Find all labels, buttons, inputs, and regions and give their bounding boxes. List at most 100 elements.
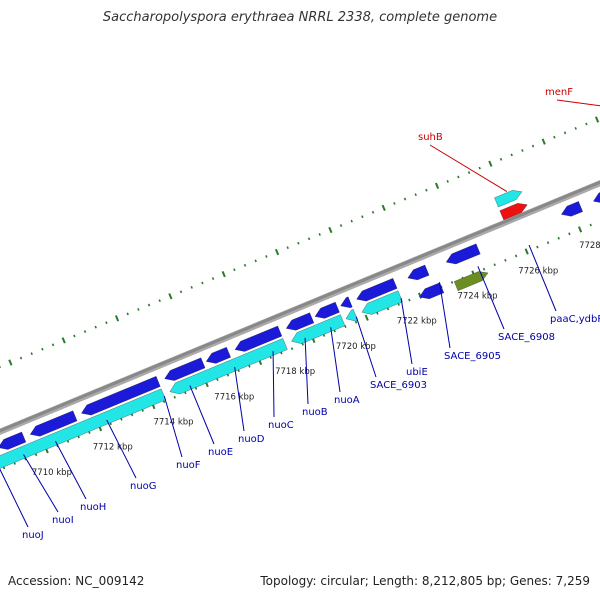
cds-bar bbox=[169, 338, 288, 395]
tick-mark bbox=[83, 330, 87, 333]
tick-mark bbox=[364, 314, 369, 321]
olive-feature bbox=[454, 271, 489, 291]
gene-label: nuoF bbox=[176, 460, 201, 471]
tick-mark bbox=[19, 356, 23, 360]
tick-mark bbox=[226, 373, 230, 377]
tick-mark bbox=[13, 462, 16, 465]
tick-mark bbox=[114, 315, 120, 322]
tick-mark bbox=[8, 359, 13, 366]
tick-mark bbox=[425, 188, 428, 192]
tick-mark bbox=[66, 440, 70, 443]
tick-mark bbox=[94, 325, 97, 329]
tick-mark bbox=[361, 215, 364, 219]
gene-arrow bbox=[340, 296, 353, 308]
label-leader bbox=[429, 144, 508, 192]
tick-mark bbox=[88, 431, 91, 435]
tick-mark bbox=[233, 268, 236, 272]
label-leader bbox=[304, 337, 309, 405]
tick-mark bbox=[531, 144, 535, 148]
gene-label: ubiE bbox=[406, 367, 428, 378]
scale-label: 7712 kbp bbox=[93, 443, 133, 453]
gene-arrow bbox=[205, 347, 231, 364]
tick-mark bbox=[350, 219, 353, 223]
tick-mark bbox=[41, 347, 44, 351]
tick-mark bbox=[194, 387, 198, 390]
label-leader bbox=[330, 327, 341, 393]
tick-mark bbox=[482, 267, 486, 271]
tick-mark bbox=[105, 321, 108, 325]
tick-mark bbox=[30, 352, 33, 356]
cds-bar bbox=[0, 388, 166, 469]
tick-mark bbox=[137, 308, 140, 311]
tick-mark bbox=[557, 236, 560, 240]
gene-arrow bbox=[419, 282, 445, 300]
gene-arrow bbox=[0, 431, 27, 450]
cds-bar bbox=[345, 309, 358, 322]
gene-label: nuoA bbox=[334, 395, 360, 406]
tick-mark bbox=[386, 307, 390, 311]
suhB-red bbox=[499, 203, 528, 221]
tick-mark bbox=[563, 131, 567, 135]
tick-mark bbox=[221, 270, 226, 278]
gene-label: nuoC bbox=[268, 420, 294, 431]
tick-mark bbox=[504, 258, 507, 262]
label-leader bbox=[400, 298, 413, 365]
gene-arrow bbox=[356, 278, 398, 302]
tick-mark bbox=[237, 369, 240, 373]
tick-mark bbox=[211, 277, 215, 280]
gene-features bbox=[0, 190, 600, 469]
gene-arrow bbox=[81, 376, 161, 416]
gene-label: nuoJ bbox=[22, 530, 44, 541]
gene-label: nuoG bbox=[130, 481, 157, 492]
tick-mark bbox=[184, 391, 187, 395]
tick-mark bbox=[510, 153, 513, 157]
tick-mark bbox=[73, 334, 76, 338]
tick-mark bbox=[120, 417, 123, 421]
scale-label: 7728 kbp bbox=[579, 241, 600, 251]
gene-label: nuoH bbox=[80, 502, 106, 513]
tick-mark bbox=[514, 254, 518, 258]
scale-label: 7724 kbp bbox=[457, 292, 497, 302]
tick-mark bbox=[553, 135, 556, 139]
suhB-cyan bbox=[494, 190, 523, 208]
tick-mark bbox=[147, 303, 151, 307]
tick-mark bbox=[577, 226, 583, 233]
accession-label: Accession: NC_009142 bbox=[8, 574, 145, 588]
gene-label: SACE_6905 bbox=[444, 351, 501, 362]
gene-label: paaC,ydbP bbox=[550, 314, 600, 325]
gene-arrow bbox=[164, 357, 206, 381]
tick-mark bbox=[594, 116, 600, 123]
tick-mark bbox=[109, 422, 112, 426]
tick-mark bbox=[162, 400, 166, 404]
scale-label: 7710 kbp bbox=[32, 468, 72, 478]
tick-mark bbox=[168, 293, 173, 300]
tick-mark bbox=[393, 202, 396, 205]
tick-mark bbox=[130, 413, 134, 417]
tick-mark bbox=[536, 245, 539, 249]
tick-mark bbox=[546, 241, 550, 245]
tick-mark bbox=[24, 457, 27, 461]
tick-mark bbox=[34, 453, 38, 457]
gene-label: SACE_6908 bbox=[498, 332, 555, 343]
scale-label: 7722 kbp bbox=[397, 317, 437, 327]
gene-label: suhB bbox=[418, 132, 443, 143]
label-leader bbox=[477, 266, 505, 330]
label-leader bbox=[272, 351, 275, 418]
map-title: Saccharopolyspora erythraea NRRL 2338, c… bbox=[102, 10, 498, 25]
gene-arrow bbox=[29, 410, 78, 437]
gene-arrow bbox=[285, 312, 315, 331]
tick-mark bbox=[216, 378, 219, 382]
tick-mark bbox=[254, 259, 257, 263]
tick-mark bbox=[201, 281, 204, 285]
scale-label: 7726 kbp bbox=[518, 266, 558, 276]
scale-label: 7720 kbp bbox=[336, 342, 376, 352]
label-leader bbox=[55, 440, 87, 500]
scale-labels: 7710 kbp 7712 kbp 7714 kbp 7716 kbp 7718 kbp… bbox=[32, 241, 600, 478]
gene-label: nuoD bbox=[238, 434, 265, 445]
label-leader bbox=[438, 282, 451, 349]
label-leader bbox=[234, 366, 245, 432]
tick-mark bbox=[450, 281, 454, 284]
tick-mark bbox=[328, 226, 333, 234]
tick-mark bbox=[322, 334, 326, 337]
